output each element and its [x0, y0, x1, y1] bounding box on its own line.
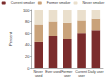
- svg-text:80: 80: [25, 19, 30, 24]
- svg-text:user: user: [78, 74, 86, 78]
- svg-text:used: used: [35, 74, 43, 78]
- svg-text:40: 40: [25, 42, 30, 47]
- svg-text:Never: Never: [33, 70, 44, 74]
- svg-text:100: 100: [23, 8, 30, 13]
- svg-text:Former smoker: Former smoker: [47, 1, 72, 5]
- svg-text:user: user: [64, 74, 72, 78]
- svg-text:Former: Former: [61, 70, 74, 74]
- svg-text:Never smoker: Never smoker: [83, 1, 106, 5]
- svg-text:20: 20: [25, 54, 30, 59]
- svg-text:Daily user: Daily user: [88, 70, 104, 74]
- svg-text:Current smoker: Current smoker: [11, 1, 36, 5]
- svg-text:Ever used: Ever used: [45, 70, 61, 74]
- svg-text:Current: Current: [75, 70, 88, 74]
- svg-text:Percent: Percent: [8, 31, 13, 46]
- svg-text:0: 0: [27, 66, 30, 71]
- svg-text:60: 60: [25, 31, 30, 36]
